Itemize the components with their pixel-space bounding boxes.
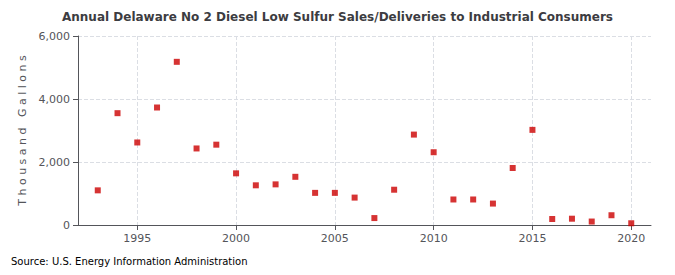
svg-text:2015: 2015: [518, 232, 546, 245]
svg-text:4,000: 4,000: [39, 93, 71, 106]
svg-text:T h o u s a n d G a l l o n: T h o u s a n d G a l l o n s: [16, 55, 29, 207]
svg-text:2010: 2010: [420, 232, 448, 245]
svg-text:Annual Delaware No 2 Diesel Lo: Annual Delaware No 2 Diesel Low Sulfur S…: [62, 10, 613, 24]
svg-text:2,000: 2,000: [39, 156, 71, 169]
svg-text:1995: 1995: [123, 232, 151, 245]
svg-text:2000: 2000: [222, 232, 250, 245]
svg-text:2020: 2020: [617, 232, 645, 245]
svg-text:6,000: 6,000: [39, 30, 71, 43]
svg-text:0: 0: [63, 219, 70, 232]
svg-text:Source: U.S. Energy Informatio: Source: U.S. Energy Information Administ…: [11, 256, 248, 267]
svg-text:2005: 2005: [321, 232, 349, 245]
